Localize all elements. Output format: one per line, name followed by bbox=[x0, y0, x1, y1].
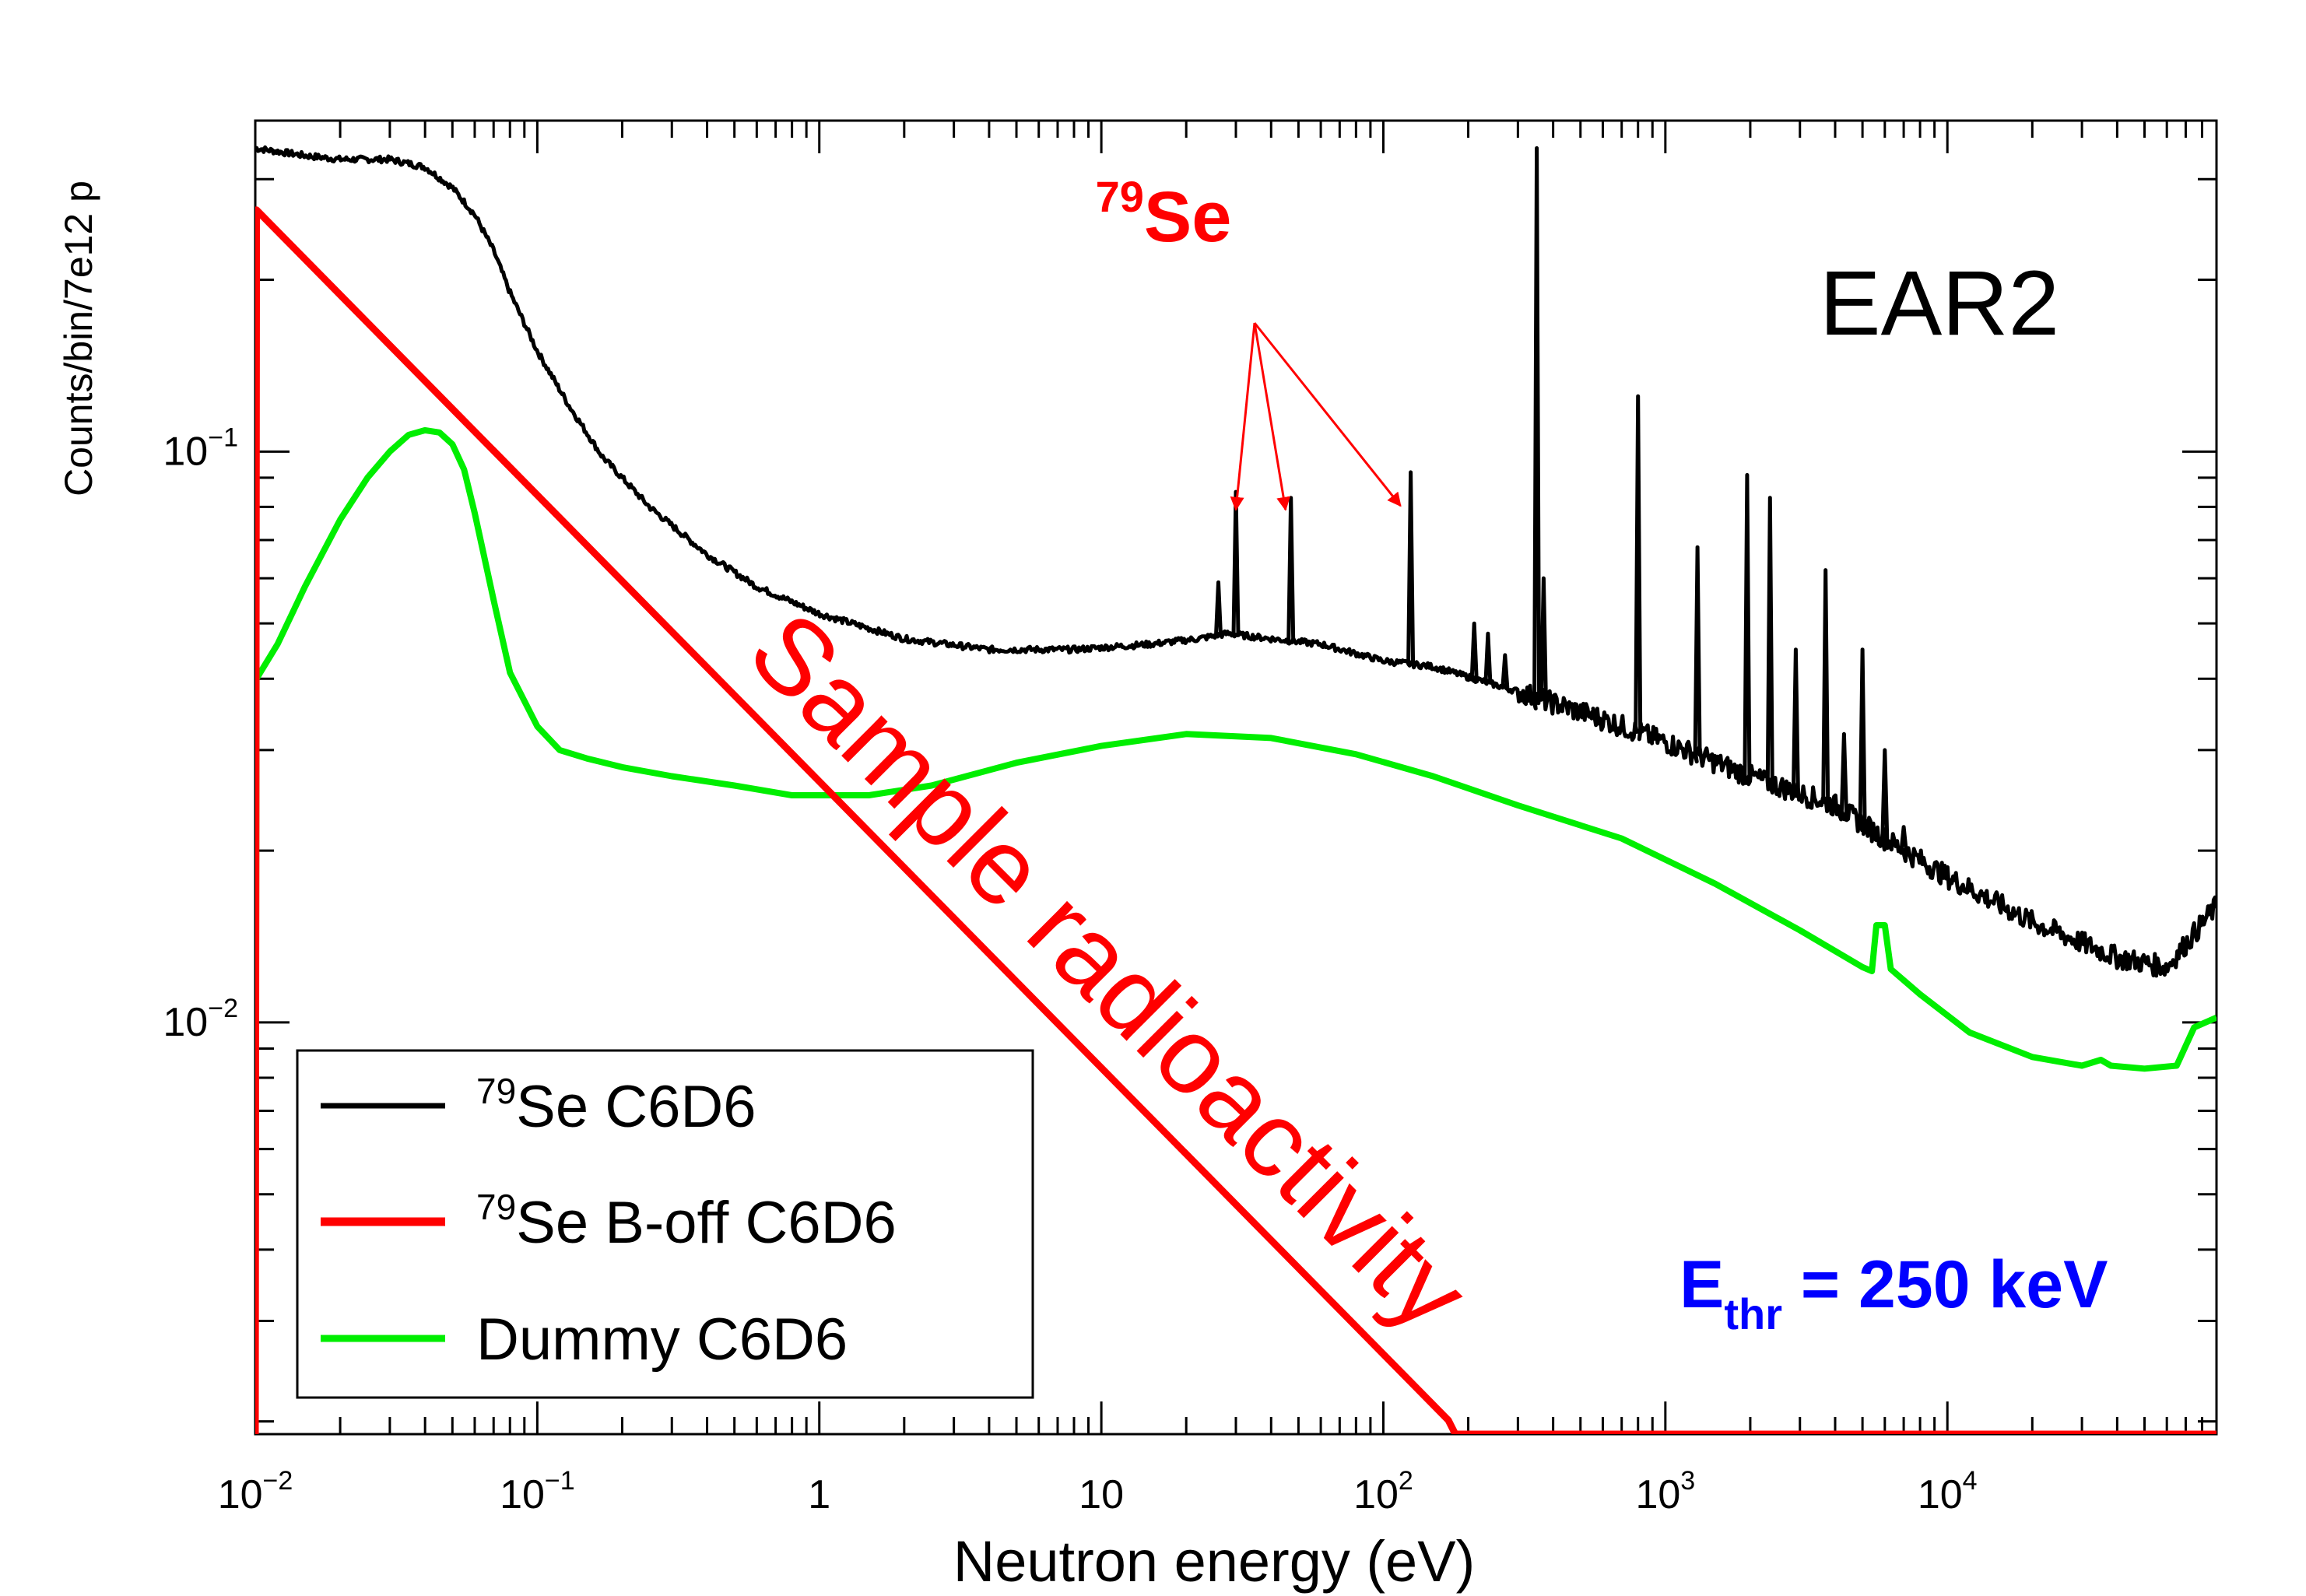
x-tick-label: 10−1 bbox=[500, 1466, 575, 1517]
se79-resonance-arrows bbox=[1230, 322, 1402, 511]
threshold-symbol: E bbox=[1679, 1247, 1724, 1322]
threshold-value: = 250 keV bbox=[1782, 1247, 2108, 1322]
legend-label-dummy: Dummy C6D6 bbox=[476, 1307, 848, 1373]
x-tick-label: 10−2 bbox=[218, 1466, 293, 1517]
x-axis-label: Neutron energy (eV) bbox=[953, 1529, 1475, 1594]
legend-label-se79-boff-text: Se B-off C6D6 bbox=[516, 1190, 897, 1256]
legend-label-se79-text: Se C6D6 bbox=[516, 1074, 756, 1140]
se79-arrow bbox=[1253, 322, 1291, 511]
y-tick-label: 10−2 bbox=[163, 994, 238, 1045]
y-axis-label: Counts/bin/7e12 p bbox=[57, 181, 100, 496]
threshold-subscript: thr bbox=[1724, 1289, 1782, 1338]
x-tick-label: 1 bbox=[808, 1472, 830, 1517]
se79-annotation-symbol: Se bbox=[1144, 177, 1232, 257]
series-line-0 bbox=[255, 145, 2216, 978]
se79-arrow bbox=[1230, 322, 1256, 511]
ear2-label: EAR2 bbox=[1820, 252, 2059, 355]
legend-label-dummy-text: Dummy C6D6 bbox=[476, 1307, 848, 1373]
series-line-2 bbox=[255, 426, 2216, 1434]
y-tick-labels: 10−1 10−2 bbox=[163, 423, 238, 1045]
x-tick-labels: 10−2 10−1 1 10 102 103 104 bbox=[218, 1466, 1978, 1517]
legend-label-se79: 79Se C6D6 bbox=[476, 1071, 756, 1140]
series-line-1 bbox=[255, 206, 2216, 1434]
se79-arrow bbox=[1253, 322, 1402, 507]
legend-label-se79-boff: 79Se B-off C6D6 bbox=[476, 1187, 897, 1256]
x-tick-label: 103 bbox=[1635, 1466, 1695, 1517]
se79-annotation: 79Se bbox=[1096, 172, 1232, 257]
threshold-label: Ethr = 250 keV bbox=[1679, 1247, 2108, 1338]
x-tick-label: 10 bbox=[1079, 1472, 1124, 1517]
legend-label-se79-boff-sup: 79 bbox=[476, 1187, 516, 1227]
se79-annotation-mass: 79 bbox=[1096, 172, 1144, 221]
series-layer bbox=[255, 145, 2216, 1434]
y-tick-label: 10−1 bbox=[163, 423, 238, 474]
legend-label-se79-sup: 79 bbox=[476, 1071, 516, 1111]
x-tick-label: 104 bbox=[1918, 1466, 1978, 1517]
x-tick-label: 102 bbox=[1353, 1466, 1413, 1517]
legend: 79Se C6D6 79Se B-off C6D6 Dummy C6D6 bbox=[296, 1049, 1034, 1399]
